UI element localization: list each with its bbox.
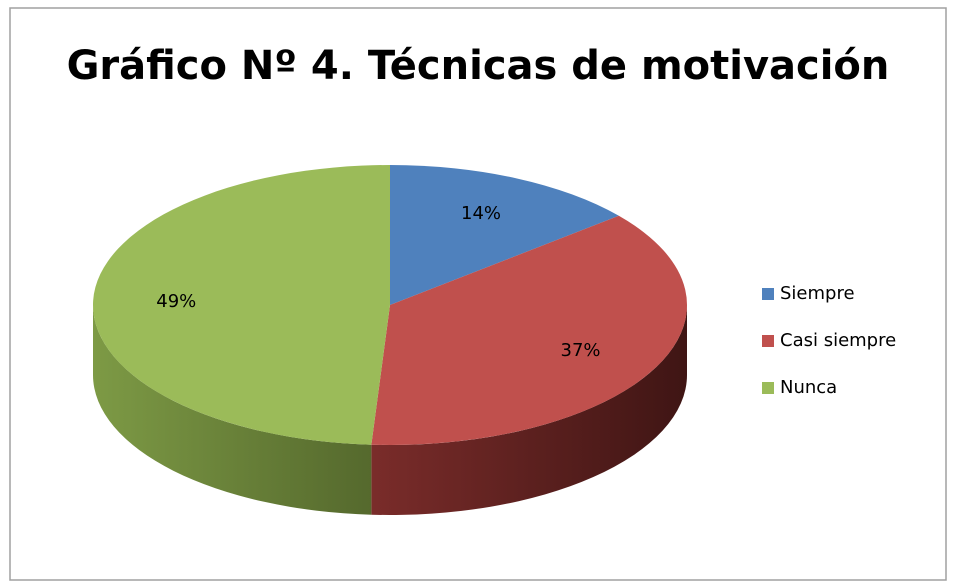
legend-label: Siempre (780, 283, 855, 304)
pie-slice (92, 165, 391, 445)
pie-side (93, 305, 372, 515)
legend-label: Casi siempre (780, 330, 896, 351)
legend-swatch (762, 382, 774, 394)
pie-side (371, 305, 687, 515)
legend-swatch (762, 288, 774, 300)
legend-label: Nunca (780, 377, 837, 398)
pie-slice (390, 165, 619, 305)
data-label: 49% (156, 291, 196, 312)
chart-title: Gráfico Nº 4. Técnicas de motivación (67, 43, 890, 89)
pie-slice (371, 215, 688, 446)
data-label: 37% (561, 340, 601, 361)
data-label: 14% (461, 203, 501, 224)
legend-swatch (762, 335, 774, 347)
